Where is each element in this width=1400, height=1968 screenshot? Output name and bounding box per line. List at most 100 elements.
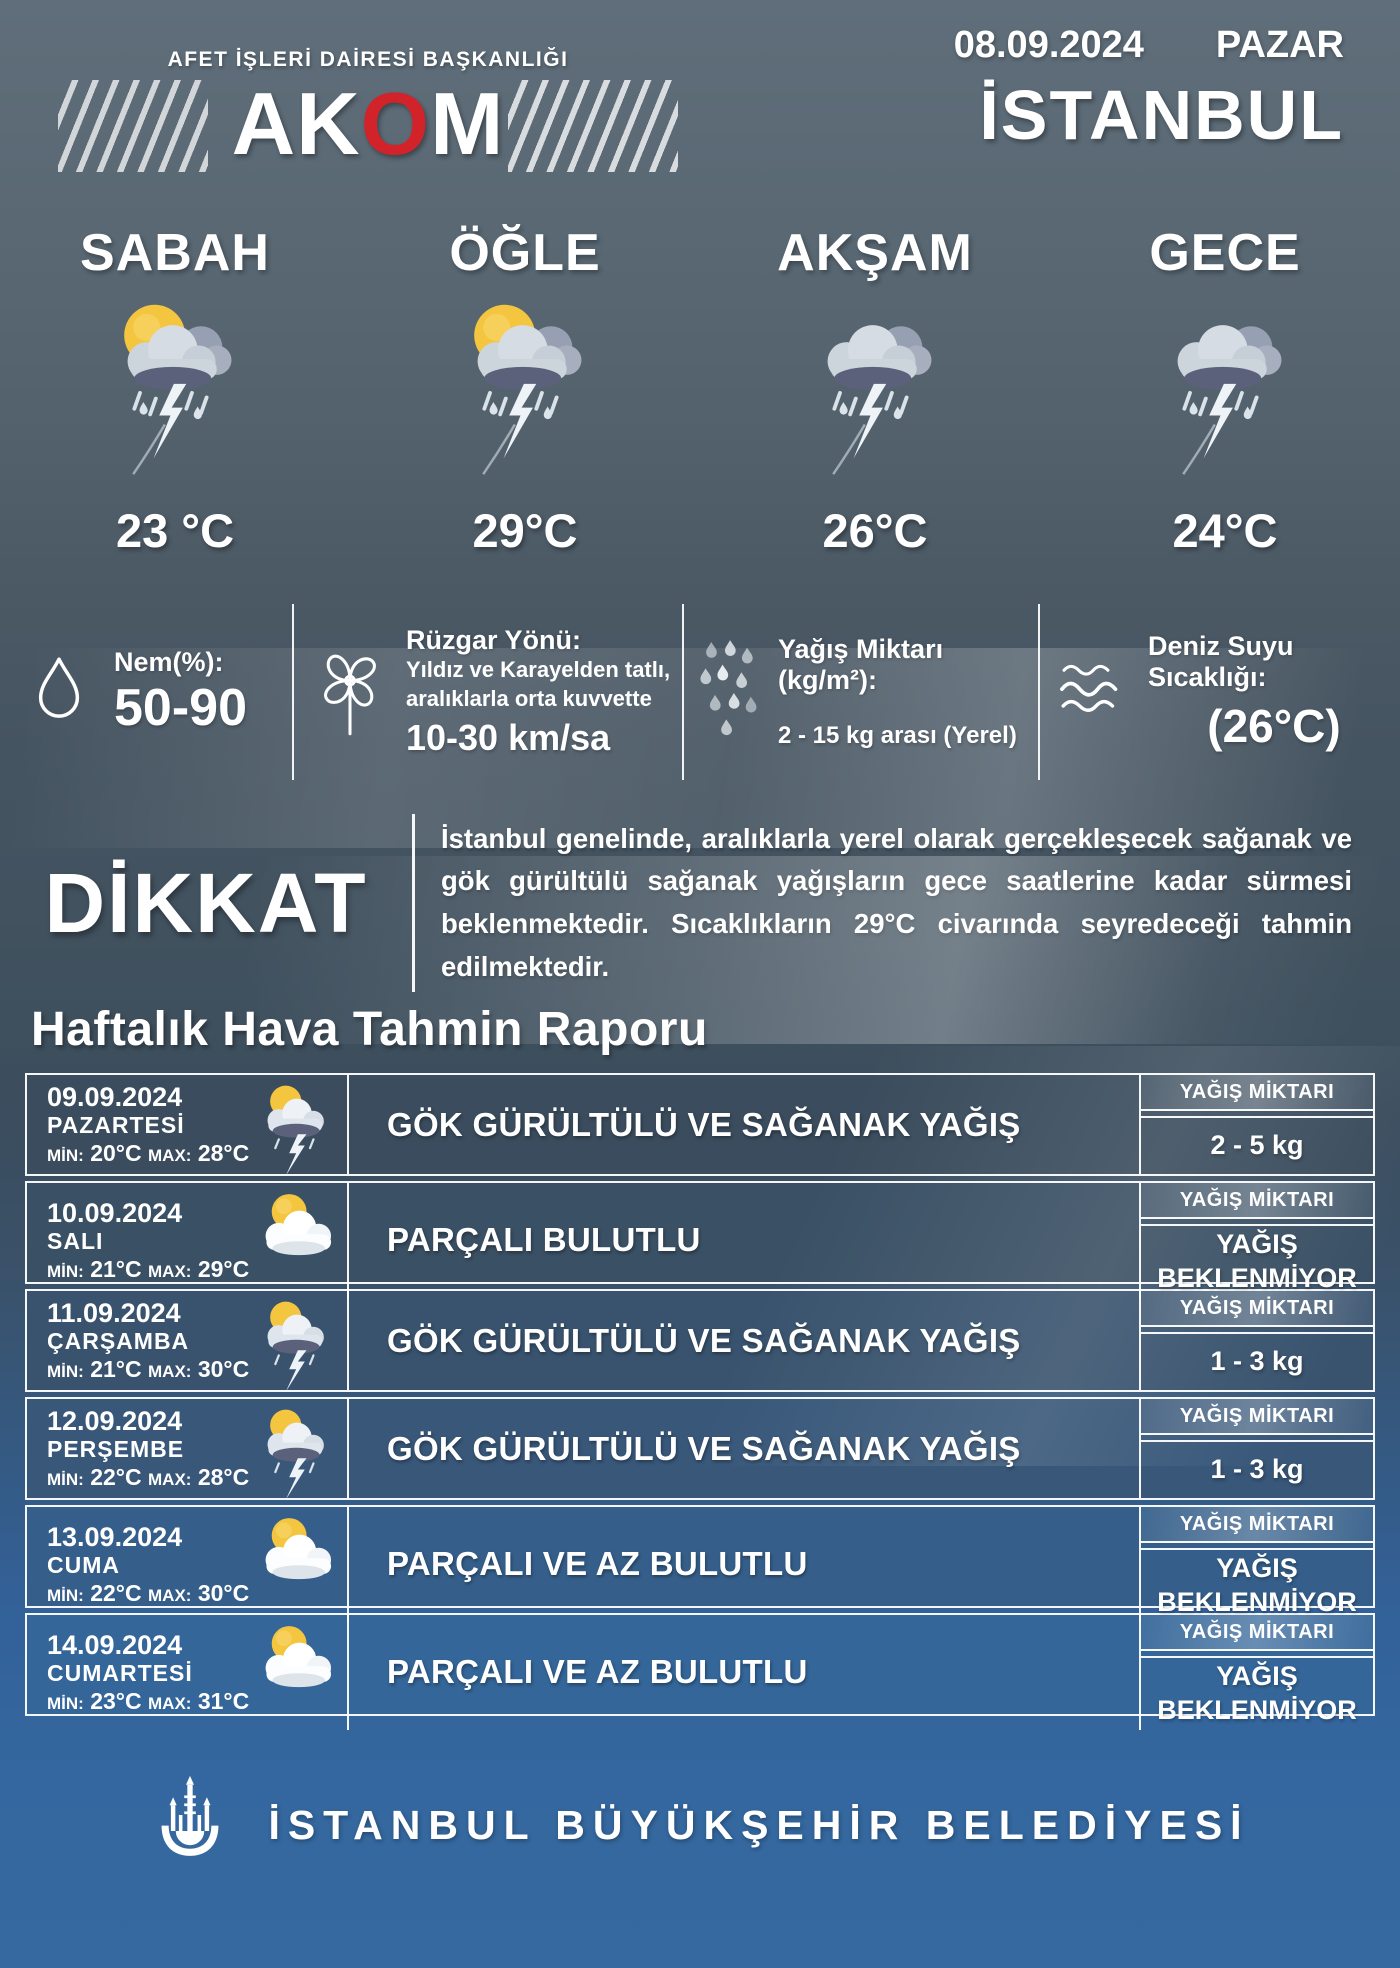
- sun-thunderstorm-icon: [474, 304, 582, 475]
- forecast-weather-icon-wrap: [249, 1185, 345, 1278]
- partly-cloudy-icon: [265, 1518, 332, 1580]
- rainfall-drops-icon: [700, 640, 757, 736]
- sun-thunderstorm-icon: [267, 1085, 324, 1176]
- akom-logo-row: AKOM: [58, 74, 678, 184]
- forecast-condition: GÖK GÜRÜLTÜLÜ VE SAĞANAK YAĞIŞ: [349, 1075, 1141, 1174]
- forecast-date-text: 12.09.2024 PERŞEMBE MİN: 22°C MAX: 28°C: [47, 1406, 249, 1491]
- forecast-date: 10.09.2024: [47, 1197, 183, 1228]
- period-column-2: AKŞAM 26°C: [700, 223, 1050, 558]
- forecast-date-cell: 14.09.2024 CUMARTESİ MİN: 23°C MAX: 31°C: [27, 1615, 349, 1730]
- waves-icon-wrap: [1056, 661, 1128, 723]
- forecast-condition: PARÇALI VE AZ BULUTLU: [349, 1615, 1141, 1730]
- amount-header: YAĞIŞ MİKTARI: [1141, 1507, 1373, 1543]
- forecast-amount-cell: YAĞIŞ MİKTARI YAĞIŞ BEKLENMİYOR: [1141, 1507, 1373, 1622]
- droplet-icon-wrap: [30, 653, 88, 731]
- forecast-minmax: MİN: 20°C MAX: 28°C: [47, 1140, 249, 1167]
- period-weather-icon-wrap: [440, 289, 610, 507]
- ibb-logo-icon: [161, 1775, 219, 1856]
- metric-body: Yağış Miktarı (kg/m²): 2 - 15 kg arası (Y…: [778, 634, 1038, 750]
- report-date: 08.09.2024: [953, 24, 1144, 66]
- day-periods-section: SABAH 23 °C ÖĞLE: [0, 223, 1400, 558]
- min-value: 22°C: [90, 1579, 142, 1606]
- warning-text: İstanbul genelinde, aralıklarla yerel ol…: [441, 822, 1352, 982]
- raindrops-icon-wrap: [698, 640, 764, 744]
- period-label: AKŞAM: [777, 224, 973, 282]
- forecast-date: 13.09.2024: [47, 1521, 183, 1552]
- min-label: MİN:: [47, 1470, 84, 1490]
- metric-droplet: Nem(%): 50-90: [0, 600, 292, 784]
- period-label: ÖĞLE: [449, 224, 601, 282]
- min-label: MİN:: [47, 1693, 84, 1713]
- max-label: MAX:: [148, 1146, 192, 1166]
- forecast-dayname: SALI: [47, 1228, 104, 1255]
- max-value: 30°C: [197, 1356, 250, 1383]
- min-label: MİN:: [47, 1585, 84, 1605]
- max-label: MAX:: [148, 1693, 192, 1713]
- forecast-row-4: 13.09.2024 CUMA MİN: 22°C MAX: 30°C PARÇ…: [25, 1505, 1375, 1622]
- weekly-forecast-title: Haftalık Hava Tahmin Raporu: [31, 1003, 708, 1056]
- metric-label: Nem(%):: [114, 646, 224, 677]
- forecast-condition: PARÇALI VE AZ BULUTLU: [349, 1507, 1141, 1622]
- forecast-minmax: MİN: 21°C MAX: 29°C: [47, 1256, 249, 1283]
- forecast-date: 09.09.2024: [47, 1082, 183, 1113]
- warning-divider: [412, 814, 415, 992]
- forecast-date-text: 09.09.2024 PAZARTESİ MİN: 20°C MAX: 28°C: [47, 1082, 249, 1167]
- partly-cloudy-icon: [265, 1626, 332, 1688]
- forecast-date-text: 14.09.2024 CUMARTESİ MİN: 23°C MAX: 31°C: [47, 1630, 249, 1715]
- forecast-row-2: 11.09.2024 ÇARŞAMBA MİN: 21°C MAX: 30°C …: [25, 1289, 1375, 1392]
- weekly-forecast-table: 09.09.2024 PAZARTESİ MİN: 20°C MAX: 28°C…: [25, 1073, 1375, 1730]
- forecast-row-1: 10.09.2024 SALI MİN: 21°C MAX: 29°C PARÇ…: [25, 1181, 1375, 1298]
- logo-stripes-right-decoration: [508, 80, 678, 172]
- forecast-date: 11.09.2024: [47, 1298, 181, 1329]
- period-temperature: 29°C: [472, 504, 578, 557]
- forecast-weather-icon-wrap: [249, 1293, 345, 1402]
- metric-pinwheel: Rüzgar Yönü: Yıldız ve Karayelden tatlı, a…: [292, 600, 682, 784]
- forecast-minmax: MİN: 22°C MAX: 28°C: [47, 1464, 249, 1491]
- date-line: 08.09.2024 PAZAR: [954, 24, 1344, 67]
- period-column-0: SABAH 23 °C: [0, 223, 350, 558]
- forecast-date-cell: 13.09.2024 CUMA MİN: 22°C MAX: 30°C: [27, 1507, 349, 1622]
- metric-value: (26°C): [1207, 700, 1341, 752]
- sun-thunderstorm-icon: [267, 1301, 324, 1392]
- thunderstorm-icon: [1177, 325, 1282, 475]
- forecast-condition: GÖK GÜRÜLTÜLÜ VE SAĞANAK YAĞIŞ: [349, 1399, 1141, 1498]
- thunderstorm-icon: [827, 325, 932, 475]
- metric-label: Rüzgar Yönü:: [406, 624, 581, 655]
- forecast-date-text: 11.09.2024 ÇARŞAMBA MİN: 21°C MAX: 30°C: [47, 1298, 249, 1383]
- period-label: GECE: [1149, 224, 1301, 282]
- akom-letter-o-red: O: [360, 74, 431, 173]
- forecast-dayname: CUMA: [47, 1552, 120, 1579]
- metric-raindrops: Yağış Miktarı (kg/m²): 2 - 15 kg arası (Y…: [682, 600, 1038, 784]
- agency-line: AFET İŞLERİ DAİRESİ BAŞKANLIĞI: [167, 48, 569, 71]
- max-label: MAX:: [148, 1585, 192, 1605]
- metric-description: Yıldız ve Karayelden tatlı,: [406, 656, 671, 682]
- max-value: 30°C: [197, 1579, 250, 1606]
- partly-cloudy-icon: [265, 1194, 332, 1256]
- akom-wordmark: AKOM: [58, 74, 678, 174]
- forecast-date-text: 13.09.2024 CUMA MİN: 22°C MAX: 30°C: [47, 1521, 249, 1607]
- max-label: MAX:: [148, 1261, 192, 1281]
- min-value: 22°C: [90, 1464, 142, 1491]
- period-column-1: ÖĞLE 29°C: [350, 223, 700, 558]
- amount-header: YAĞIŞ MİKTARI: [1141, 1183, 1373, 1219]
- period-weather-icon-wrap: [1140, 289, 1310, 507]
- forecast-amount-cell: YAĞIŞ MİKTARI 1 - 3 kg: [1141, 1399, 1373, 1498]
- footer: İSTANBUL BÜYÜKŞEHİR BELEDİYESİ: [0, 1774, 1400, 1877]
- min-value: 21°C: [90, 1356, 142, 1383]
- max-value: 29°C: [197, 1255, 250, 1282]
- forecast-minmax: MİN: 21°C MAX: 30°C: [47, 1356, 249, 1383]
- warning-title: DİKKAT: [44, 855, 368, 950]
- metric-body: Nem(%): 50-90: [114, 647, 247, 738]
- city-title: İSTANBUL: [979, 76, 1344, 154]
- max-value: 31°C: [197, 1687, 250, 1714]
- municipality-name: İSTANBUL BÜYÜKŞEHİR BELEDİYESİ: [268, 1802, 1250, 1848]
- min-label: MİN:: [47, 1146, 84, 1166]
- warning-section: DİKKAT İstanbul genelinde, aralıklarla y…: [0, 810, 1400, 996]
- amount-value: YAĞIŞ BEKLENMİYOR: [1141, 1656, 1373, 1730]
- ibb-logo-icon: [150, 1774, 230, 1877]
- min-label: MİN:: [47, 1362, 84, 1382]
- sea-waves-icon: [1060, 664, 1118, 712]
- forecast-condition: GÖK GÜRÜLTÜLÜ VE SAĞANAK YAĞIŞ: [349, 1291, 1141, 1390]
- amount-value: 1 - 3 kg: [1141, 1332, 1373, 1390]
